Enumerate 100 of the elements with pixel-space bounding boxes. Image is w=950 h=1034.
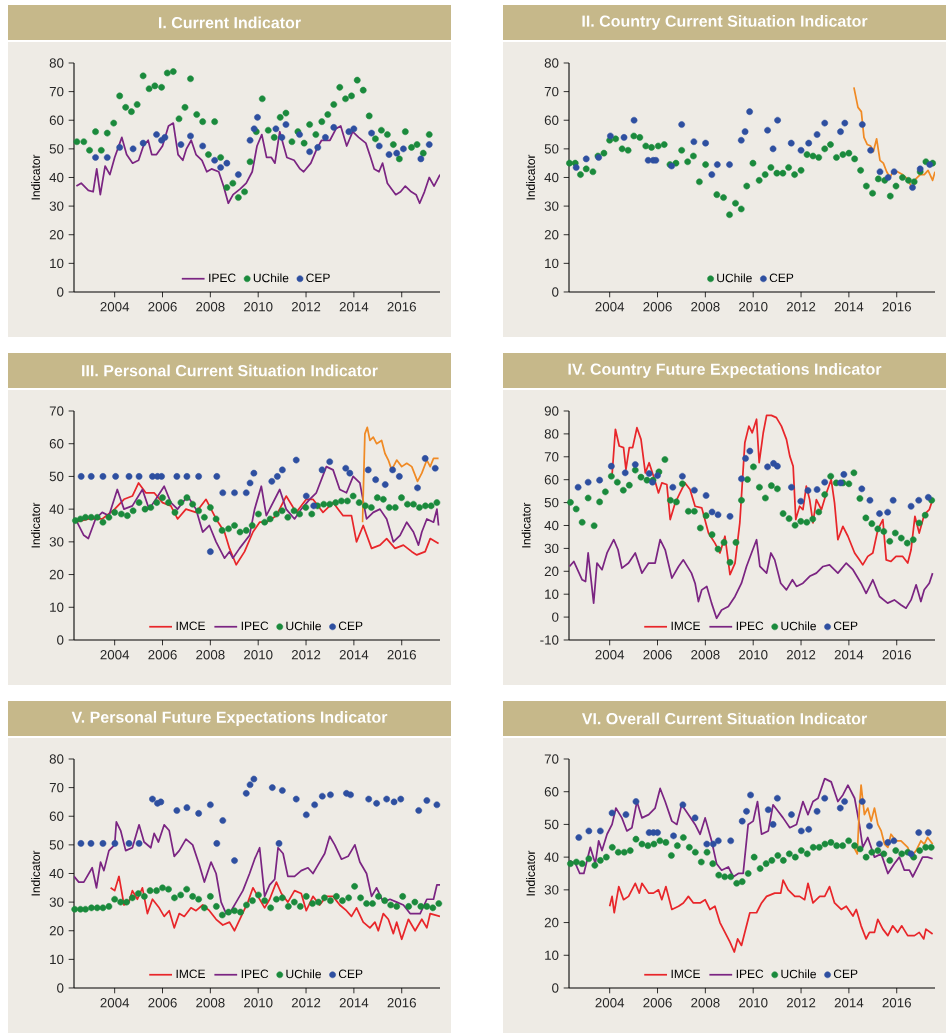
y-tick-label: 0 (552, 983, 559, 993)
y-tick-label: 40 (544, 172, 559, 183)
y-tick-label: 0 (552, 287, 559, 297)
y-tick-label: 70 (49, 406, 64, 416)
x-tick-label: 2006 (643, 650, 672, 660)
y-tick-label: 20 (544, 917, 559, 928)
legend-label: IMCE (176, 621, 205, 631)
chart-title: III. Personal Current Situation Indicator (82, 364, 378, 377)
x-tick-label: 2016 (882, 998, 911, 1008)
y-axis-title: Indicator (31, 850, 40, 896)
y-tick-label: 70 (544, 754, 559, 764)
y-tick-label: 60 (544, 786, 559, 797)
y-tick-label: 60 (544, 115, 559, 125)
y-tick-label: 50 (544, 819, 559, 830)
legend-label: IMCE (671, 621, 701, 631)
y-tick-label: 0 (57, 635, 64, 645)
legend-label: CEP (338, 621, 363, 631)
y-tick-label: 20 (49, 926, 64, 936)
x-tick-label: 2004 (100, 302, 130, 312)
y-tick-label: 0 (552, 612, 559, 622)
legend-label: UChile (286, 621, 321, 631)
y-tick-label: 80 (49, 58, 64, 68)
x-tick-label: 2006 (148, 998, 177, 1008)
y-tick-label: 80 (544, 58, 559, 68)
x-tick-label: 2016 (387, 998, 416, 1008)
y-tick-label: 20 (544, 230, 559, 240)
y-tick-label: 30 (49, 897, 64, 907)
y-tick-label: 50 (544, 497, 559, 508)
y-tick-label: 80 (49, 754, 64, 764)
x-tick-label: 2010 (739, 998, 768, 1008)
y-tick-label: 40 (49, 172, 64, 183)
x-tick-label: 2014 (834, 998, 864, 1008)
chart-title: IV. Country Future Expectations Indicator (568, 363, 882, 378)
y-tick-label: 70 (544, 86, 559, 97)
y-tick-label: 60 (49, 115, 64, 125)
x-tick-label: 2014 (834, 650, 864, 660)
x-tick-label: 2006 (148, 650, 177, 660)
y-tick-label: 30 (49, 201, 64, 211)
x-tick-label: 2014 (339, 650, 369, 660)
legend-label: IPEC (736, 621, 764, 631)
y-tick-label: 50 (49, 471, 64, 482)
x-tick-label: 2006 (643, 998, 672, 1008)
legend-label: UChile (781, 621, 816, 631)
y-axis-title: Indicator (526, 850, 535, 896)
y-tick-label: 20 (49, 569, 64, 580)
legend-label: IPEC (241, 969, 269, 979)
y-tick-label: 30 (544, 543, 559, 554)
y-tick-label: 10 (50, 602, 64, 612)
legend-label: CEP (833, 969, 858, 979)
x-tick-label: 2008 (691, 650, 720, 660)
y-tick-label: 10 (545, 950, 559, 960)
x-tick-label: 2014 (834, 302, 864, 312)
legend-label: UChile (286, 969, 321, 979)
y-axis-title: Indicator (521, 502, 531, 548)
chart-title: VI. Overall Current Situation Indicator (581, 712, 867, 725)
x-tick-label: 2008 (196, 302, 225, 312)
x-tick-label: 2008 (196, 998, 225, 1008)
x-tick-label: 2016 (882, 302, 911, 312)
x-tick-label: 2010 (244, 302, 273, 312)
y-tick-label: 40 (544, 852, 559, 862)
y-tick-label: 40 (49, 504, 64, 514)
x-tick-label: 2004 (100, 998, 130, 1008)
x-tick-label: 2012 (291, 302, 321, 312)
y-tick-label: 50 (49, 840, 64, 850)
y-tick-label: 10 (545, 258, 559, 269)
legend-label: IPEC (209, 273, 236, 283)
y-axis-title: Indicator (526, 154, 535, 200)
y-tick-label: 10 (50, 954, 64, 965)
x-tick-label: 2012 (786, 998, 816, 1008)
y-tick-label: 10 (50, 258, 64, 269)
x-tick-label: 2014 (339, 998, 369, 1008)
legend-label: UChile (781, 969, 816, 979)
legend-label: CEP (306, 273, 330, 283)
y-tick-label: 30 (544, 201, 559, 211)
x-tick-label: 2006 (148, 302, 177, 312)
legend-label: CEP (338, 969, 363, 979)
x-tick-label: 2016 (387, 650, 416, 660)
x-tick-label: 2004 (595, 302, 625, 312)
x-tick-label: 2010 (244, 998, 273, 1008)
legend-label: CEP (833, 621, 858, 631)
y-tick-label: 70 (49, 86, 64, 97)
x-tick-label: 2012 (291, 650, 321, 660)
x-tick-label: 2004 (595, 650, 625, 660)
y-tick-label: 80 (544, 429, 559, 439)
x-tick-label: 2006 (643, 302, 672, 312)
y-tick-label: 60 (49, 811, 64, 821)
y-axis-title: Indicator (31, 154, 40, 200)
x-tick-label: 2016 (387, 302, 416, 312)
y-tick-label: 0 (57, 983, 64, 993)
x-tick-label: 2016 (882, 650, 911, 660)
x-tick-label: 2010 (244, 650, 273, 660)
y-tick-label: -10 (540, 635, 559, 645)
y-tick-label: 50 (544, 144, 559, 154)
legend-label: IMCE (671, 969, 701, 979)
x-tick-label: 2014 (339, 302, 369, 312)
y-tick-label: 40 (49, 868, 64, 879)
x-tick-label: 2008 (691, 302, 720, 312)
x-tick-label: 2004 (595, 998, 625, 1008)
legend-label: IPEC (736, 969, 764, 979)
chart-title: I. Current Indicator (159, 16, 301, 29)
